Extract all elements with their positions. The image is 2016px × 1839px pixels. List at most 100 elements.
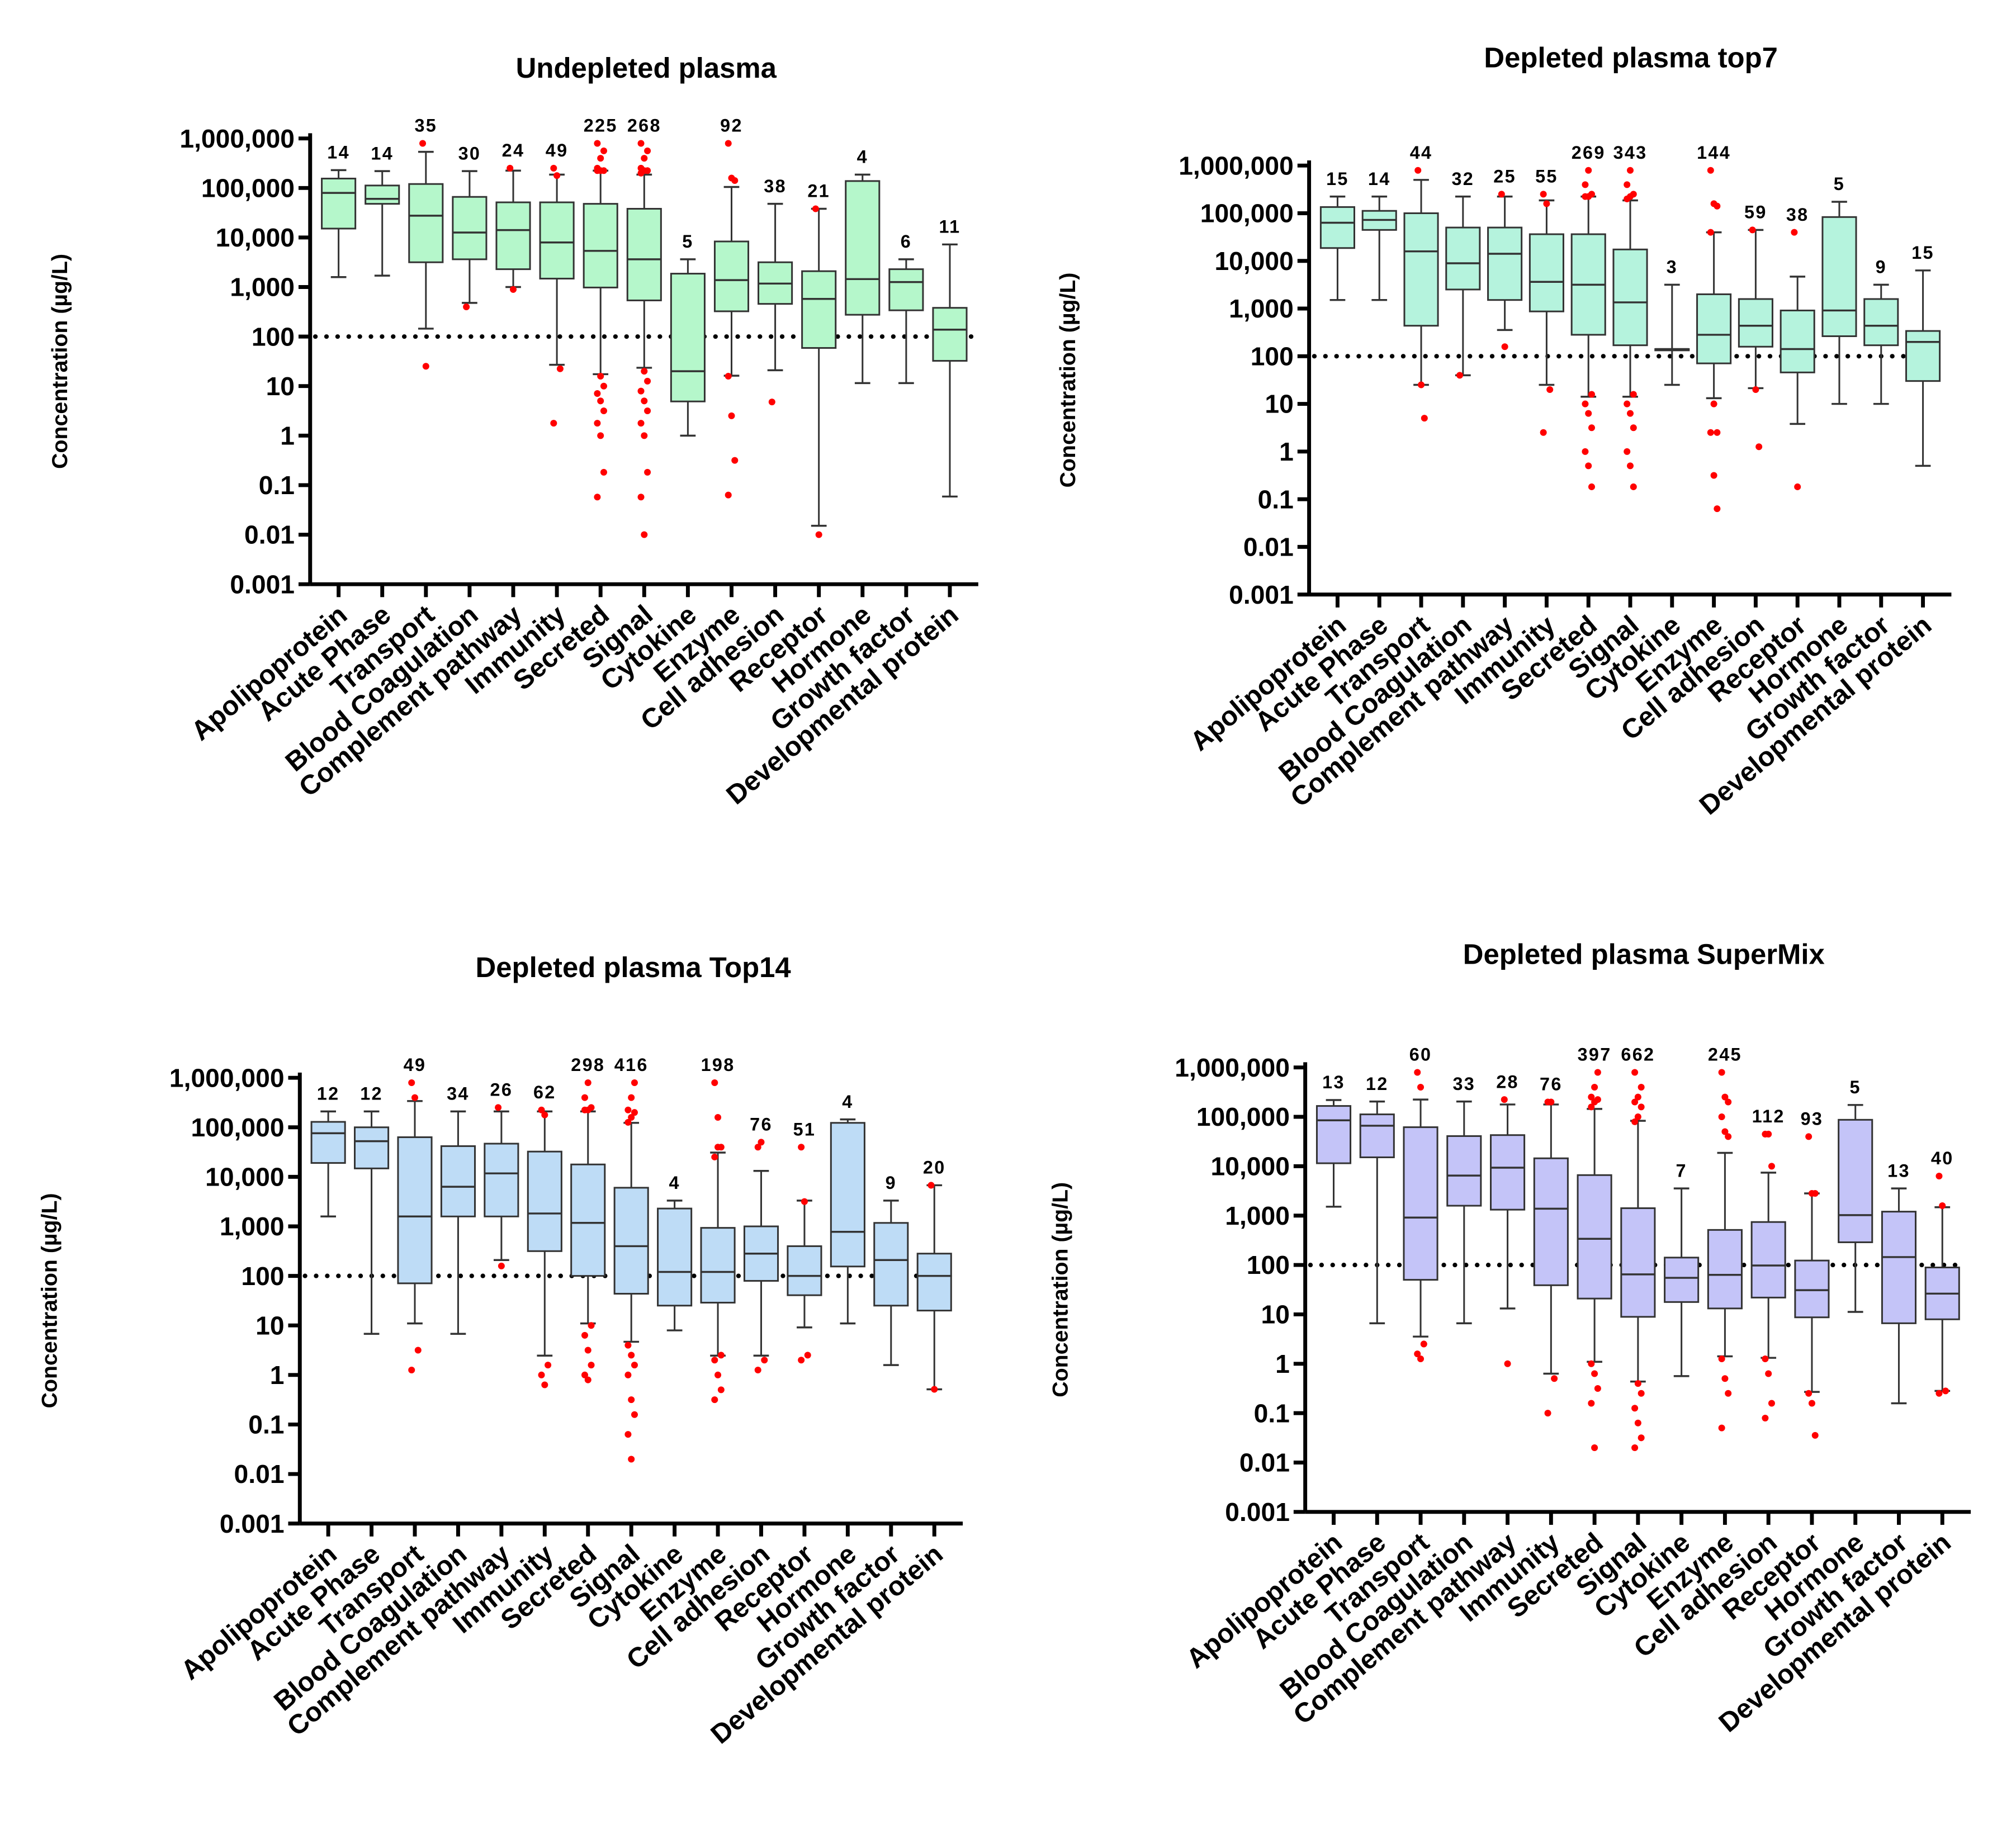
outlier-point [628,1456,635,1463]
count-label: 34 [447,1084,470,1104]
outlier-point [1710,472,1717,479]
outlier-point [1707,167,1714,174]
iqr-box [888,268,924,311]
iqr-box [1838,1118,1873,1243]
outlier-point [1725,1133,1732,1140]
outlier-point [594,164,601,172]
outlier-point [588,1322,595,1329]
outlier-point [624,1431,632,1438]
y-tick-label: 0.001 [1229,580,1294,609]
outlier-point [498,1262,505,1269]
outlier-point [584,1347,591,1354]
chart-panel: Depleted plasma SuperMix Concentration (µ… [1048,939,1971,1738]
outlier-point [725,491,732,499]
outlier-point [711,1357,718,1364]
outlier-point [1725,1390,1732,1397]
y-tick-label: 10 [266,372,295,401]
iqr-box [1528,233,1564,312]
outlier-point [1540,191,1547,198]
count-label: 4 [842,1092,853,1112]
outlier-point [1718,1113,1725,1121]
outlier-point [641,397,648,405]
outlier-point [1588,1400,1595,1407]
chart-title: Depleted plasma top7 [1484,42,1778,74]
outlier-point [1626,167,1634,174]
outlier-point [1762,1414,1769,1421]
outlier-point [628,1094,635,1101]
outlier-point [1588,483,1595,490]
outlier-point [1548,1098,1555,1106]
outlier-point [1634,1113,1641,1121]
iqr-box [657,1207,693,1307]
outlier-point [1588,391,1595,398]
iqr-box [310,1121,346,1164]
outlier-point [1721,1093,1729,1101]
count-label: 662 [1621,1045,1655,1065]
outlier-point [1718,1069,1725,1076]
iqr-box [787,1245,822,1296]
outlier-point [1591,1370,1598,1377]
y-tick-label: 1 [1275,1349,1290,1378]
outlier-point [761,1357,768,1364]
y-tick-label: 0.1 [248,1410,284,1439]
outlier-point [600,147,607,154]
outlier-point [1794,483,1801,490]
iqr-box [1319,206,1355,249]
outlier-point [1721,1128,1729,1135]
outlier-point [711,1396,718,1404]
outlier-point [1762,1355,1769,1362]
iqr-box [1881,1211,1917,1324]
chart-title: Depleted plasma Top14 [476,951,791,983]
outlier-point [717,1386,725,1394]
outlier-point [495,1104,502,1111]
outlier-point [510,286,517,293]
outlier-point [1805,1133,1812,1140]
outlier-point [1638,1084,1645,1091]
outlier-point [408,1366,415,1373]
iqr-box [932,307,968,362]
outlier-point [1630,483,1637,490]
outlier-point [1540,429,1547,436]
outlier-point [584,1079,591,1087]
outlier-point [1418,381,1425,388]
iqr-box [801,270,837,349]
outlier-point [801,1198,808,1205]
count-label: 6 [901,231,912,252]
outlier-point [1714,202,1721,210]
iqr-box [1612,248,1648,347]
outlier-point [1718,1355,1725,1362]
outlier-point [1791,229,1798,236]
outlier-point [758,1139,765,1146]
outlier-point [731,177,739,184]
count-label: 44 [1410,143,1433,163]
outlier-point [725,140,732,147]
iqr-box [1533,1157,1569,1286]
outlier-point [1630,424,1637,432]
iqr-box [1577,1174,1612,1300]
iqr-box [1664,1257,1700,1303]
outlier-point [1638,1390,1645,1397]
y-tick-label: 0.1 [1254,1399,1290,1428]
iqr-box [1863,298,1899,347]
y-tick-label: 10 [255,1311,284,1340]
count-label: 14 [1368,169,1391,189]
outlier-point [414,1347,422,1354]
outlier-point [419,140,427,147]
outlier-point [725,372,732,380]
y-tick-label: 1,000 [230,273,295,302]
outlier-point [597,372,604,380]
y-tick-label: 100,000 [191,1113,284,1142]
iqr-box [1738,298,1773,348]
outlier-point [628,1396,635,1404]
count-label: 14 [327,143,350,163]
iqr-box [408,183,444,263]
count-label: 49 [404,1055,427,1075]
iqr-box [916,1253,952,1312]
outlier-point [637,420,645,427]
outlier-point [1588,1360,1595,1367]
y-axis-label: Concentration (µg/L) [1048,1182,1072,1397]
iqr-box [452,196,488,260]
